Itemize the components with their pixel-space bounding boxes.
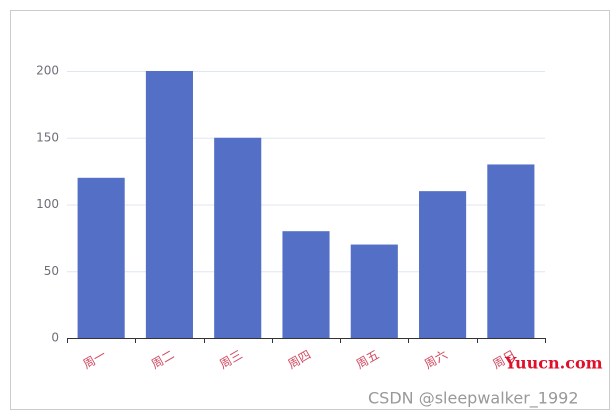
y-tick-label: 200 xyxy=(36,64,59,78)
bar xyxy=(145,71,193,338)
y-tick-label: 150 xyxy=(36,130,59,144)
y-tick-label: 50 xyxy=(44,264,59,278)
watermark: Yuucn.com xyxy=(504,354,603,373)
bar xyxy=(214,137,262,338)
bar xyxy=(487,164,535,338)
bar xyxy=(350,244,398,338)
y-tick-label: 0 xyxy=(51,331,59,345)
y-tick-label: 100 xyxy=(36,197,59,211)
bar xyxy=(419,191,467,338)
bar xyxy=(282,231,330,338)
bar xyxy=(77,177,125,338)
watermark: CSDN @sleepwalker_1992 xyxy=(368,389,579,409)
